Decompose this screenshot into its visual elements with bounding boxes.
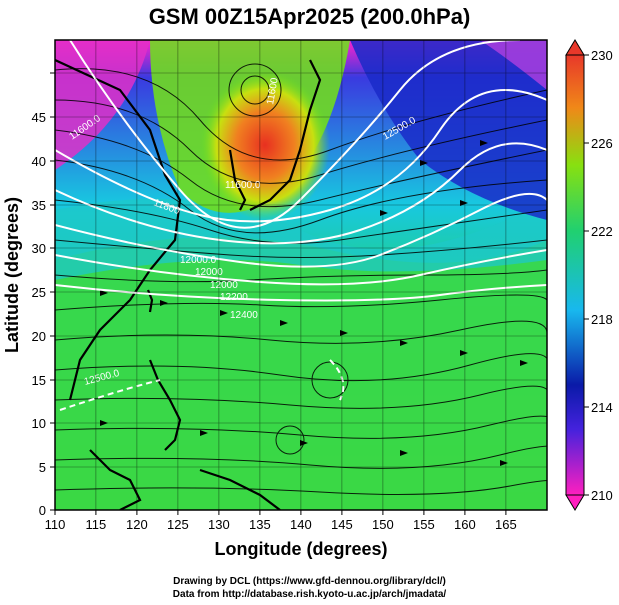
x-tick-label: 120 bbox=[126, 517, 148, 532]
contour-label-9: 12400 bbox=[230, 310, 258, 321]
x-tick-label: 135 bbox=[249, 517, 271, 532]
y-tick-label: 5 bbox=[39, 460, 46, 475]
y-tick-label: 10 bbox=[32, 416, 46, 431]
coastline-borneo bbox=[89, 449, 142, 510]
y-tick-label: 25 bbox=[32, 285, 46, 300]
x-tick-label: 155 bbox=[413, 517, 435, 532]
y-tick-label: 15 bbox=[32, 373, 46, 388]
contour-label-2: 11600 bbox=[265, 77, 281, 106]
colorbar-label: 214 bbox=[591, 400, 613, 415]
x-tick-label: 110 bbox=[45, 517, 66, 532]
y-tick-label: 30 bbox=[32, 241, 46, 256]
contour-label-6: 12000 bbox=[195, 267, 223, 278]
coastlines bbox=[55, 59, 322, 510]
x-axis-title: Longitude (degrees) bbox=[214, 539, 387, 559]
colorbar: 230 226 222 218 214 210 bbox=[565, 39, 613, 511]
colorbar-label: 218 bbox=[591, 312, 613, 327]
credit-data-source: Data from http://database.rish.kyoto-u.a… bbox=[172, 589, 447, 600]
colorbar-label: 230 bbox=[591, 48, 613, 63]
streamlines bbox=[55, 63, 547, 495]
y-tick-label: 35 bbox=[32, 198, 46, 213]
colorbar-bottom-triangle bbox=[565, 494, 585, 511]
y-axis-title: Latitude (degrees) bbox=[2, 197, 22, 353]
chart-title: GSM 00Z15Apr2025 (200.0hPa) bbox=[148, 4, 471, 29]
blue-region-east bbox=[350, 40, 547, 220]
y-tick-label: 20 bbox=[32, 329, 46, 344]
contour-label-3: 11600.0 bbox=[225, 180, 261, 191]
x-tick-label: 145 bbox=[331, 517, 353, 532]
pink-east-corner bbox=[480, 40, 547, 90]
colorbar-label: 226 bbox=[591, 136, 613, 151]
colorbar-label: 222 bbox=[591, 224, 613, 239]
x-tick-label: 130 bbox=[208, 517, 230, 532]
coastline-new-guinea bbox=[199, 468, 281, 510]
magenta-region-west bbox=[55, 40, 150, 170]
coastline-japan bbox=[249, 59, 322, 211]
contour-label-5: 12000.0 bbox=[180, 255, 217, 266]
wind-arrows bbox=[100, 140, 528, 466]
y-tick-label: 45 bbox=[32, 110, 46, 125]
coastline-china bbox=[55, 59, 182, 401]
colorbar-label: 210 bbox=[591, 488, 613, 503]
colorbar-top-triangle bbox=[565, 39, 585, 56]
x-tick-label: 165 bbox=[495, 517, 517, 532]
x-tick-label: 140 bbox=[290, 517, 312, 532]
x-axis: 110 115 120 125 130 135 140 145 150 155 … bbox=[45, 510, 517, 559]
x-tick-label: 150 bbox=[372, 517, 394, 532]
contour-label-7: 12000 bbox=[210, 280, 238, 291]
y-tick-label: 0 bbox=[39, 503, 46, 518]
contour-label-8: 12200 bbox=[220, 292, 248, 303]
jet-core bbox=[200, 70, 330, 220]
credit-drawing: Drawing by DCL (https://www.gfd-dennou.o… bbox=[173, 576, 446, 587]
x-tick-label: 160 bbox=[454, 517, 476, 532]
x-tick-label: 125 bbox=[167, 517, 189, 532]
y-axis: 0 5 10 15 20 25 30 35 40 45 Latitude (de… bbox=[2, 72, 55, 518]
colorbar-bar bbox=[565, 54, 585, 496]
y-tick-label: 40 bbox=[32, 154, 46, 169]
grid bbox=[55, 40, 547, 510]
coastline-philippines bbox=[148, 359, 182, 451]
x-tick-label: 115 bbox=[86, 517, 107, 532]
